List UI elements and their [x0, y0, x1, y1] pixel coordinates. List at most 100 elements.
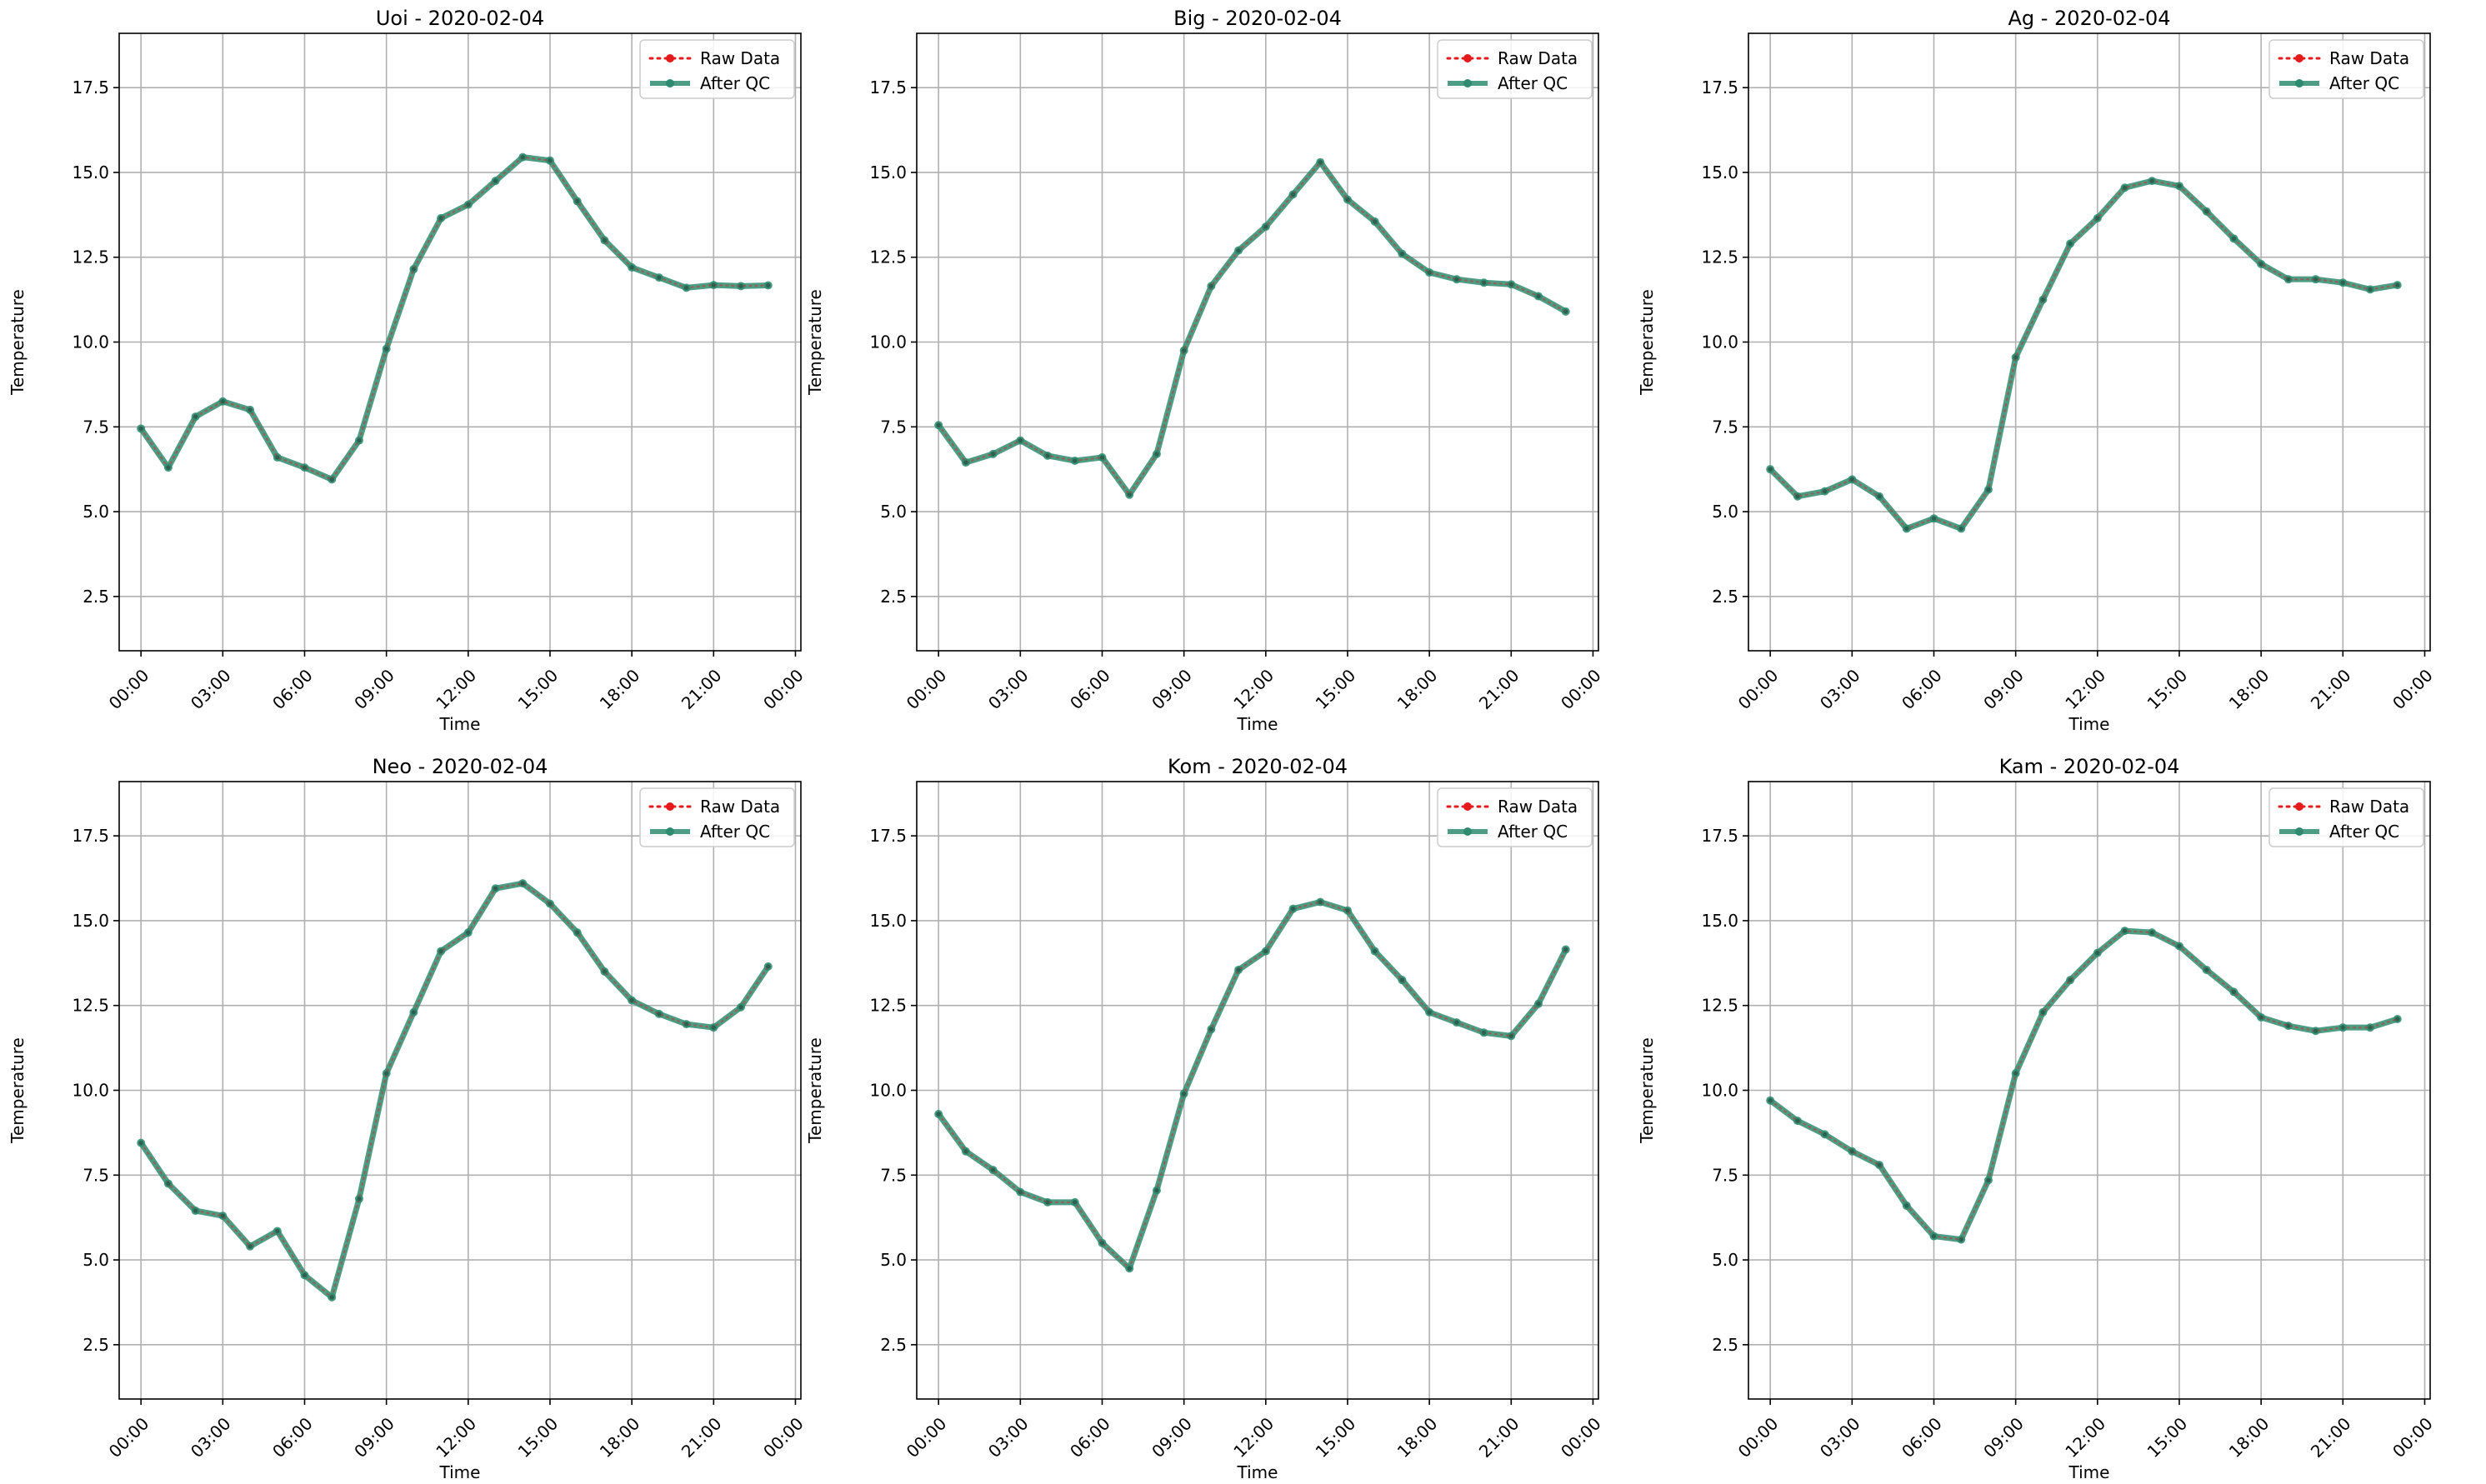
raw-data-point: [1290, 192, 1296, 197]
raw-data-point: [1208, 283, 1213, 288]
y-tick-label: 7.5: [880, 417, 907, 437]
y-tick-label: 15.0: [869, 162, 907, 182]
x-tick-label: 00:00: [903, 1413, 951, 1462]
raw-data-point: [384, 347, 389, 352]
y-tick-label: 2.5: [83, 1335, 109, 1355]
raw-data-point: [1290, 907, 1296, 912]
y-tick-label: 2.5: [1712, 587, 1738, 607]
raw-data-point: [2395, 1017, 2400, 1022]
legend-label-after-qc: After QC: [700, 822, 770, 842]
y-tick-label: 2.5: [880, 587, 907, 607]
raw-data-point: [1208, 1027, 1213, 1032]
raw-data-point: [1931, 516, 1937, 521]
chart-panel: 00:00 03:00 06:00 09:00 12:00 15:00 18:00 21:00…: [805, 7, 1605, 734]
raw-data-point: [1536, 1002, 1541, 1007]
x-tick-label: 03:00: [1816, 665, 1864, 713]
x-axis-label: Time: [2068, 1462, 2110, 1482]
series-line-after-qc: [935, 899, 1569, 1272]
chart-panel: 00:00 03:00 06:00 09:00 12:00 15:00 18:00 21:00…: [8, 755, 808, 1482]
x-tick-label: 21:00: [2307, 665, 2355, 713]
chart-panel: 00:00 03:00 06:00 09:00 12:00 15:00 18:00 21:00…: [8, 7, 808, 734]
legend-marker-raw-data: [1463, 54, 1472, 62]
raw-data-point: [936, 422, 941, 427]
raw-data-point: [166, 465, 171, 470]
x-tick-label: 09:00: [350, 665, 398, 713]
y-tick-label: 15.0: [72, 162, 109, 182]
raw-data-point: [1536, 293, 1541, 299]
legend-marker-raw-data: [666, 802, 674, 811]
legend-label-after-qc: After QC: [1498, 73, 1568, 93]
legend-label-after-qc: After QC: [1498, 822, 1568, 842]
legend-marker-after-qc: [666, 827, 674, 836]
y-tick-label: 5.0: [880, 502, 907, 522]
y-tick-label: 7.5: [83, 1165, 109, 1185]
raw-data-point: [1236, 967, 1241, 972]
x-tick-label: 00:00: [759, 665, 808, 713]
raw-data-point: [1849, 477, 1854, 482]
y-tick-label: 7.5: [83, 417, 109, 437]
x-tick-label: 12:00: [1229, 665, 1278, 713]
x-axis-label: Time: [1237, 1462, 1278, 1482]
raw-data-point: [1318, 160, 1323, 165]
x-tick-label: 09:00: [1148, 1413, 1196, 1462]
y-tick-label: 17.5: [72, 77, 109, 97]
x-tick-label: 09:00: [1979, 665, 2028, 713]
y-axis-label: Temperature: [8, 289, 28, 396]
raw-data-point: [2231, 236, 2237, 241]
x-tick-label: 15:00: [2143, 1413, 2192, 1462]
y-tick-label: 2.5: [880, 1335, 907, 1355]
raw-data-point: [2368, 1025, 2373, 1030]
raw-data-point: [1481, 280, 1487, 285]
legend-label-raw-data: Raw Data: [700, 797, 780, 817]
series-line-raw-data: [140, 882, 769, 1299]
raw-data-point: [1904, 1203, 1909, 1208]
raw-data-point: [1127, 492, 1132, 497]
x-tick-label: 18:00: [596, 665, 644, 713]
raw-data-point: [963, 1149, 968, 1154]
y-tick-label: 10.0: [72, 332, 109, 352]
y-tick-label: 17.5: [72, 826, 109, 846]
legend-marker-raw-data: [2295, 802, 2303, 811]
raw-data-point: [2122, 185, 2128, 190]
legend-label-raw-data: Raw Data: [1498, 48, 1578, 68]
x-tick-label: 09:00: [1148, 665, 1196, 713]
x-tick-label: 03:00: [187, 1413, 235, 1462]
x-tick-label: 12:00: [432, 665, 480, 713]
series-line-raw-data: [938, 901, 1567, 1271]
raw-data-point: [1099, 455, 1105, 460]
y-axis-label: Temperature: [805, 289, 825, 396]
raw-data-point: [548, 901, 553, 907]
x-tick-label: 06:00: [268, 1413, 317, 1462]
raw-data-point: [2068, 977, 2073, 982]
x-tick-label: 00:00: [1734, 665, 1783, 713]
raw-data-point: [2231, 989, 2237, 995]
legend-label-raw-data: Raw Data: [2329, 797, 2409, 817]
raw-data-point: [1508, 282, 1513, 287]
x-tick-label: 00:00: [1557, 1413, 1605, 1462]
y-tick-label: 12.5: [72, 996, 109, 1016]
y-axis-label: Temperature: [1637, 289, 1657, 396]
series-line-raw-data: [140, 156, 769, 481]
raw-data-point: [2177, 183, 2182, 188]
raw-data-point: [2040, 1010, 2045, 1015]
chart-panel: 00:00 03:00 06:00 09:00 12:00 15:00 18:00 21:00…: [1637, 7, 2437, 734]
raw-data-point: [1073, 458, 1078, 463]
raw-data-point: [629, 998, 634, 1003]
raw-data-point: [1454, 277, 1459, 282]
x-tick-label: 09:00: [1979, 1413, 2028, 1462]
raw-data-point: [1345, 908, 1350, 913]
series-line-raw-data: [938, 160, 1567, 497]
y-tick-label: 5.0: [880, 1250, 907, 1270]
x-tick-label: 12:00: [2061, 1413, 2109, 1462]
y-tick-label: 7.5: [1712, 1165, 1738, 1185]
legend-marker-after-qc: [1463, 79, 1472, 87]
y-tick-label: 12.5: [869, 996, 907, 1016]
x-tick-label: 00:00: [1734, 1413, 1783, 1462]
y-axis-label: Temperature: [8, 1037, 28, 1144]
legend-marker-after-qc: [2295, 79, 2303, 87]
raw-data-point: [302, 465, 308, 470]
raw-data-point: [2258, 1015, 2263, 1020]
x-tick-label: 03:00: [984, 1413, 1033, 1462]
raw-data-point: [2340, 1025, 2345, 1030]
raw-data-point: [193, 1208, 198, 1213]
